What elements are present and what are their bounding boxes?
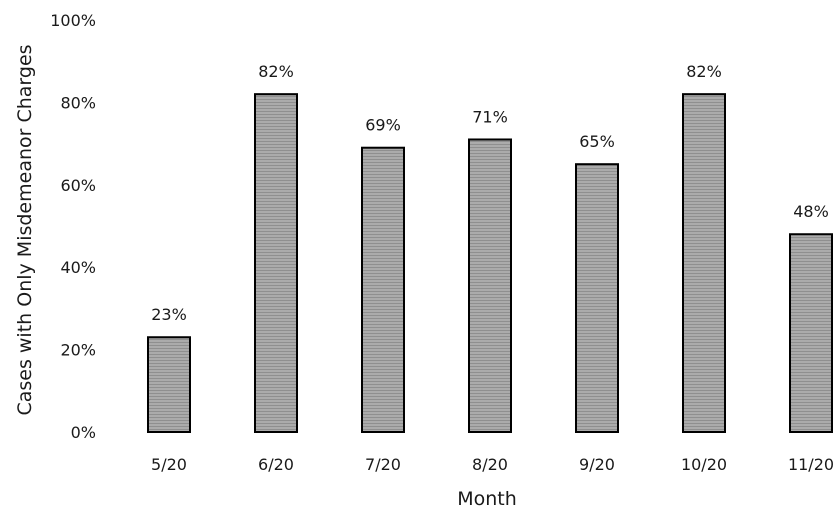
x-tick-label: 9/20 — [579, 455, 615, 474]
x-axis-title: Month — [457, 488, 517, 510]
y-axis-ticks: 0% 20% 40% 60% 80% 100% — [50, 11, 96, 442]
x-tick-label: 8/20 — [472, 455, 508, 474]
bar-value-label: 23% — [151, 305, 187, 324]
bar-value-label: 82% — [686, 62, 722, 81]
y-axis-title: Cases with Only Misdemeanor Charges — [14, 44, 36, 415]
bar — [468, 138, 512, 433]
x-tick-label: 7/20 — [365, 455, 401, 474]
bar-value-label: 48% — [793, 202, 829, 221]
bar-value-label: 82% — [258, 62, 294, 81]
x-axis-ticks: 5/20 6/20 7/20 8/20 9/20 10/20 11/20 — [151, 455, 834, 474]
bar — [789, 233, 833, 433]
bar-value-label: 65% — [579, 132, 615, 151]
bar — [361, 146, 405, 433]
x-tick-label: 6/20 — [258, 455, 294, 474]
bars — [147, 93, 833, 433]
bar-value-label: 69% — [365, 116, 401, 135]
bar — [682, 93, 726, 433]
x-tick-label: 11/20 — [788, 455, 834, 474]
bar-value-label: 71% — [472, 107, 508, 126]
y-tick-label: 100% — [50, 11, 96, 30]
y-tick-label: 0% — [71, 423, 96, 442]
bar — [254, 93, 298, 433]
y-tick-label: 60% — [60, 176, 96, 195]
data-labels: 23% 82% 69% 71% 65% 82% 48% — [151, 62, 829, 324]
x-tick-label: 5/20 — [151, 455, 187, 474]
bar — [575, 163, 619, 433]
bar — [147, 336, 191, 433]
x-tick-label: 10/20 — [681, 455, 727, 474]
y-tick-label: 20% — [60, 341, 96, 360]
y-tick-label: 80% — [60, 93, 96, 112]
y-tick-label: 40% — [60, 258, 96, 277]
